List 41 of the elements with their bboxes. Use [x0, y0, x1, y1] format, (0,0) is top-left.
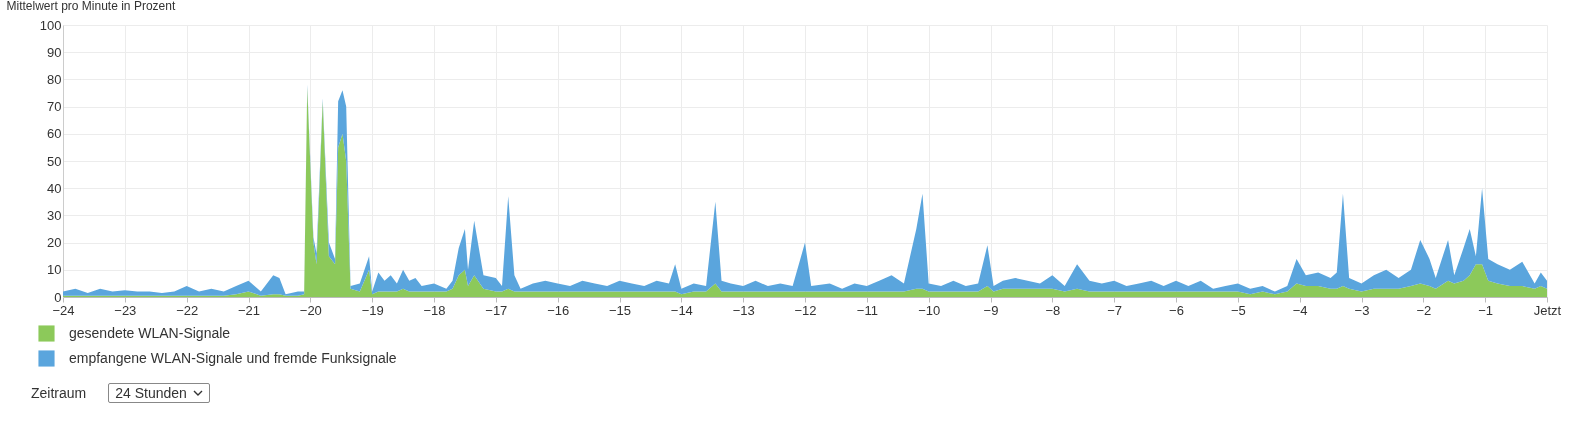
x-tick-label: −24: [52, 302, 75, 318]
x-tick-label: −12: [794, 302, 817, 318]
x-tick-label: −21: [237, 302, 261, 318]
x-tick-label: −2: [1416, 302, 1432, 318]
x-tick-label: −8: [1045, 302, 1061, 318]
x-tick-label: −7: [1107, 302, 1123, 318]
y-tick-label: 0: [54, 289, 62, 305]
legend-label: empfangene WLAN-Signale und fremde Funksignale: [69, 349, 397, 366]
y-tick-label: 50: [47, 153, 62, 169]
y-tick-label: 80: [47, 71, 62, 87]
x-tick-label: −16: [547, 302, 570, 318]
legend-label: gesendete WLAN-Signale: [69, 324, 231, 341]
y-tick-label: 60: [47, 126, 62, 142]
x-tick-label: Jetzt: [1533, 302, 1562, 318]
x-tick-label: −20: [299, 302, 322, 318]
x-tick-label: −15: [608, 302, 632, 318]
y-tick-label: 100: [39, 17, 62, 33]
x-tick-label: −3: [1354, 302, 1370, 318]
x-tick-label: −6: [1169, 302, 1184, 318]
y-tick-label: 10: [47, 262, 62, 278]
y-tick-label: 90: [47, 44, 62, 60]
period-dropdown: 24 Stunden: [108, 383, 210, 403]
x-tick-label: −4: [1292, 302, 1308, 318]
x-tick-label: −23: [114, 302, 137, 318]
x-tick-label: −9: [983, 302, 999, 318]
y-tick-label: 40: [47, 180, 62, 196]
x-tick-label: −13: [732, 302, 755, 318]
x-tick-label: −14: [670, 302, 693, 318]
x-tick-label: −10: [918, 302, 941, 318]
x-tick-label: −22: [176, 302, 199, 318]
x-tick-label: −5: [1230, 302, 1246, 318]
x-tick-label: −19: [361, 302, 384, 318]
x-tick-label: −1: [1478, 302, 1494, 318]
x-tick-label: −11: [856, 302, 878, 318]
x-tick-label: −18: [423, 302, 446, 318]
y-tick-label: 70: [47, 99, 62, 115]
y-tick-label: 20: [47, 235, 62, 251]
text: Zeitraum: [31, 385, 87, 401]
y-axis-title: Mittelwert pro Minute in Prozent: [6, 0, 176, 13]
y-tick-label: 30: [47, 207, 62, 223]
x-tick-label: −17: [485, 302, 508, 318]
